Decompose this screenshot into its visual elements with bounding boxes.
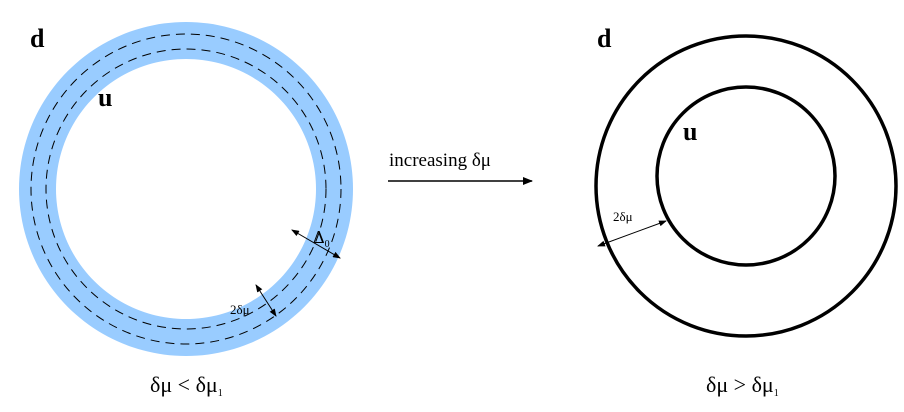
left-caption-main: δμ < δμ	[150, 372, 218, 397]
left-inner-label: u	[98, 83, 112, 112]
outer-dashed-circle	[30, 33, 342, 345]
left-outer-label: d	[30, 24, 45, 53]
right-outer-label: d	[597, 24, 612, 53]
right-inner-circle	[655, 85, 837, 267]
right-width-label: 2δμ	[613, 209, 633, 224]
right-panel: d u 2δμ δμ > δμ1	[594, 24, 898, 399]
gap-region-band	[19, 22, 354, 356]
right-caption-subscript: 1	[774, 388, 779, 399]
transition-arrow-group: increasing δμ	[388, 150, 533, 185]
left-width-arrow	[255, 284, 277, 317]
right-width-arrow	[597, 220, 667, 247]
left-caption: δμ < δμ1	[150, 372, 223, 399]
inner-dashed-circle	[45, 48, 327, 330]
right-outer-circle	[594, 34, 898, 338]
left-panel: d u Δ0 2δμ δμ < δμ1	[19, 22, 354, 399]
left-width-label: 2δμ	[230, 302, 250, 317]
transition-label: increasing δμ	[389, 150, 491, 171]
left-caption-subscript: 1	[218, 388, 223, 399]
gap-arrow	[291, 229, 341, 259]
right-inner-label: u	[683, 117, 697, 146]
right-caption: δμ > δμ1	[706, 372, 779, 399]
gap-label-subscript: 0	[325, 239, 330, 250]
gap-label: Δ0	[313, 227, 330, 250]
right-caption-main: δμ > δμ	[706, 372, 774, 397]
gap-label-symbol: Δ	[313, 227, 325, 247]
